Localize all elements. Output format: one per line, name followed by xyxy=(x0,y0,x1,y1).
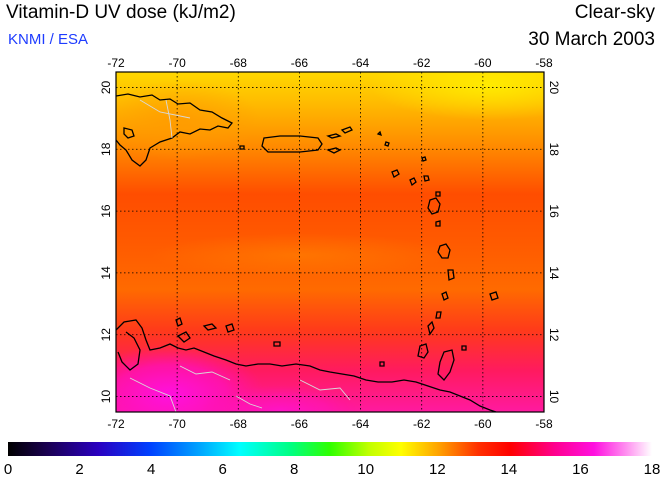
colorbar-label-0: 0 xyxy=(4,461,12,478)
lon-tick-bottom-5: -62 xyxy=(413,417,431,431)
country-borders xyxy=(129,99,351,412)
colorbar-label-8: 16 xyxy=(572,461,589,478)
colorbar-label-4: 8 xyxy=(290,461,298,478)
lat-tick-left-3: 16 xyxy=(99,204,113,218)
colorbar-label-1: 2 xyxy=(75,461,83,478)
source-label: KNMI / ESA xyxy=(8,31,89,48)
longitude-ticks-top: -72 -70 -68 -66 -64 -62 -60 -58 xyxy=(107,56,553,70)
lon-tick-bottom-4: -64 xyxy=(352,417,370,431)
colorbar-label-5: 10 xyxy=(357,461,374,478)
lat-tick-left-5: 20 xyxy=(99,80,113,94)
lon-tick-top-3: -66 xyxy=(291,56,309,70)
lon-tick-top-0: -72 xyxy=(107,56,125,70)
latitude-ticks-right: 10 12 14 16 18 20 xyxy=(547,81,561,404)
graticule xyxy=(116,72,544,412)
lat-tick-right-1: 12 xyxy=(547,328,561,342)
colorbar-label-7: 14 xyxy=(501,461,518,478)
uv-dose-field xyxy=(116,72,544,412)
lat-tick-left-0: 10 xyxy=(99,390,113,404)
lon-tick-top-4: -64 xyxy=(352,56,370,70)
lon-tick-bottom-2: -68 xyxy=(230,417,248,431)
lat-tick-right-3: 16 xyxy=(547,204,561,218)
colorbar-label-3: 6 xyxy=(218,461,226,478)
latitude-ticks-left: 10 12 14 16 18 20 xyxy=(99,80,113,403)
map-title: Vitamin-D UV dose (kJ/m2) xyxy=(6,2,236,23)
colorbar-labels: 0 2 4 6 8 10 12 14 16 18 xyxy=(4,461,661,478)
lat-tick-left-2: 14 xyxy=(99,266,113,280)
lon-tick-top-7: -58 xyxy=(535,56,553,70)
lon-tick-top-5: -62 xyxy=(413,56,431,70)
colorbar-label-2: 4 xyxy=(147,461,155,478)
lat-tick-left-1: 12 xyxy=(99,328,113,342)
map-date: 30 March 2003 xyxy=(528,29,655,50)
lon-tick-bottom-3: -66 xyxy=(291,417,309,431)
lon-tick-top-1: -70 xyxy=(168,56,186,70)
lat-tick-right-2: 14 xyxy=(547,266,561,280)
lon-tick-bottom-7: -58 xyxy=(535,417,553,431)
colorbar-label-9: 18 xyxy=(644,461,661,478)
coastlines xyxy=(116,93,499,412)
lon-tick-bottom-0: -72 xyxy=(107,417,125,431)
lat-tick-right-5: 20 xyxy=(547,81,561,95)
lon-tick-top-2: -68 xyxy=(230,56,248,70)
map-frame xyxy=(115,71,545,413)
sky-condition: Clear-sky xyxy=(574,2,655,23)
lon-tick-bottom-6: -60 xyxy=(474,417,492,431)
lat-tick-right-4: 18 xyxy=(547,143,561,157)
lat-tick-left-4: 18 xyxy=(99,142,113,156)
lat-tick-right-0: 10 xyxy=(547,390,561,404)
longitude-ticks-bottom: -72 -70 -68 -66 -64 -62 -60 -58 xyxy=(107,417,553,431)
lon-tick-top-6: -60 xyxy=(474,56,492,70)
lon-tick-bottom-1: -70 xyxy=(168,417,186,431)
colorbar-label-6: 12 xyxy=(429,461,446,478)
colorbar xyxy=(8,442,652,456)
